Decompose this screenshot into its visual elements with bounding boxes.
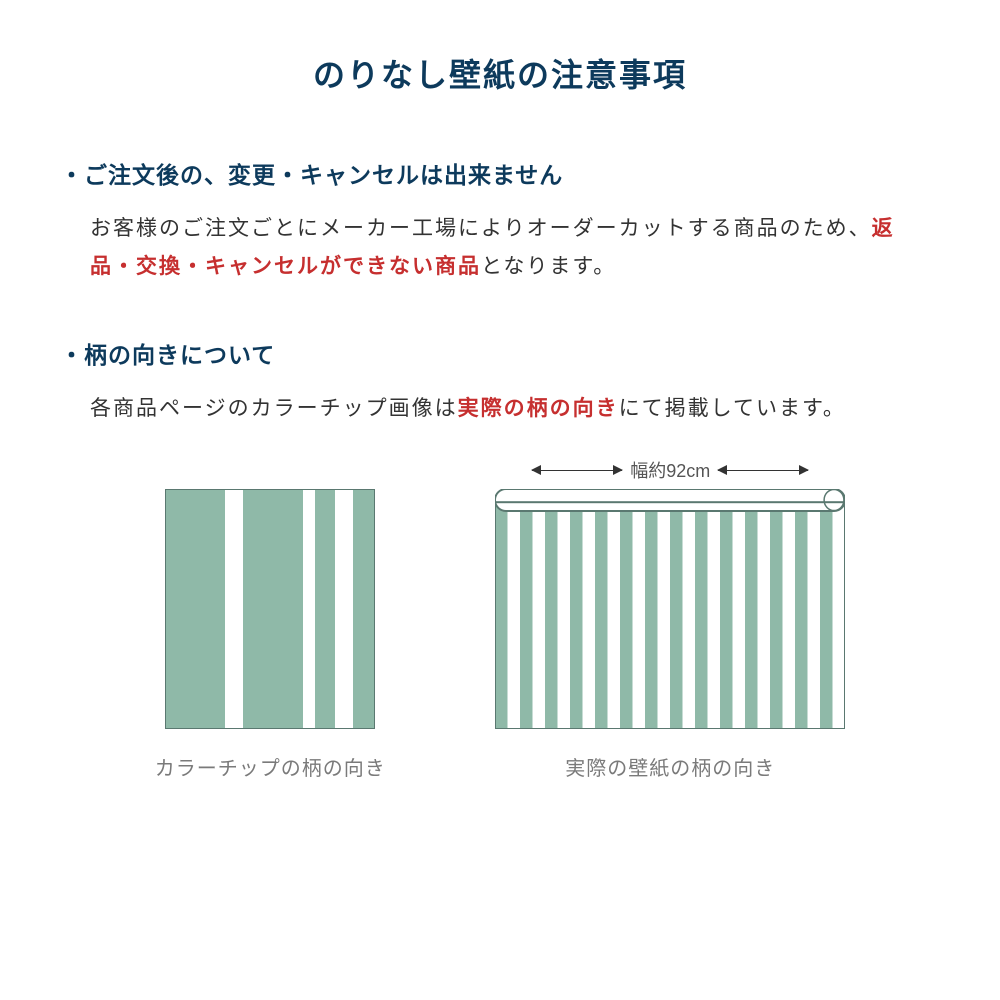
section-cancellation: ・ご注文後の、変更・キャンセルは出来ません お客様のご注文ごとにメーカー工場によ…	[60, 156, 940, 286]
width-indicator: 幅約92cm	[532, 457, 808, 483]
section-heading-2: ・柄の向きについて	[60, 336, 940, 370]
section-body-2: 各商品ページのカラーチップ画像は実際の柄の向きにて掲載しています。	[90, 390, 940, 428]
width-label: 幅約92cm	[630, 457, 710, 483]
arrow-left-icon	[532, 470, 622, 471]
body1-post: となります。	[481, 255, 616, 278]
body1-pre: お客様のご注文ごとにメーカー工場によりオーダーカットする商品のため、	[90, 217, 872, 240]
body2-pre: 各商品ページのカラーチップ画像は	[90, 397, 458, 420]
diagram-color-chip: カラーチップの柄の向き	[155, 489, 386, 781]
caption-wallpaper-roll: 実際の壁紙の柄の向き	[565, 752, 775, 781]
page-title: のりなし壁紙の注意事項	[60, 50, 940, 96]
body2-post: にて掲載しています。	[619, 397, 846, 420]
diagram-wallpaper-roll: 幅約92cm 実際の壁紙の柄の向き	[495, 457, 845, 781]
wallpaper-roll-illustration	[495, 489, 845, 734]
section-heading-1: ・ご注文後の、変更・キャンセルは出来ません	[60, 156, 940, 190]
body2-emphasis: 実際の柄の向き	[458, 397, 619, 420]
diagram-row: カラーチップの柄の向き 幅約92cm 実際の壁紙の柄の向き	[60, 457, 940, 781]
arrow-right-icon	[718, 470, 808, 471]
section-pattern-direction: ・柄の向きについて 各商品ページのカラーチップ画像は実際の柄の向きにて掲載してい…	[60, 336, 940, 428]
section-body-1: お客様のご注文ごとにメーカー工場によりオーダーカットする商品のため、返品・交換・…	[90, 210, 940, 286]
caption-color-chip: カラーチップの柄の向き	[155, 752, 386, 781]
color-chip-illustration	[165, 489, 375, 734]
